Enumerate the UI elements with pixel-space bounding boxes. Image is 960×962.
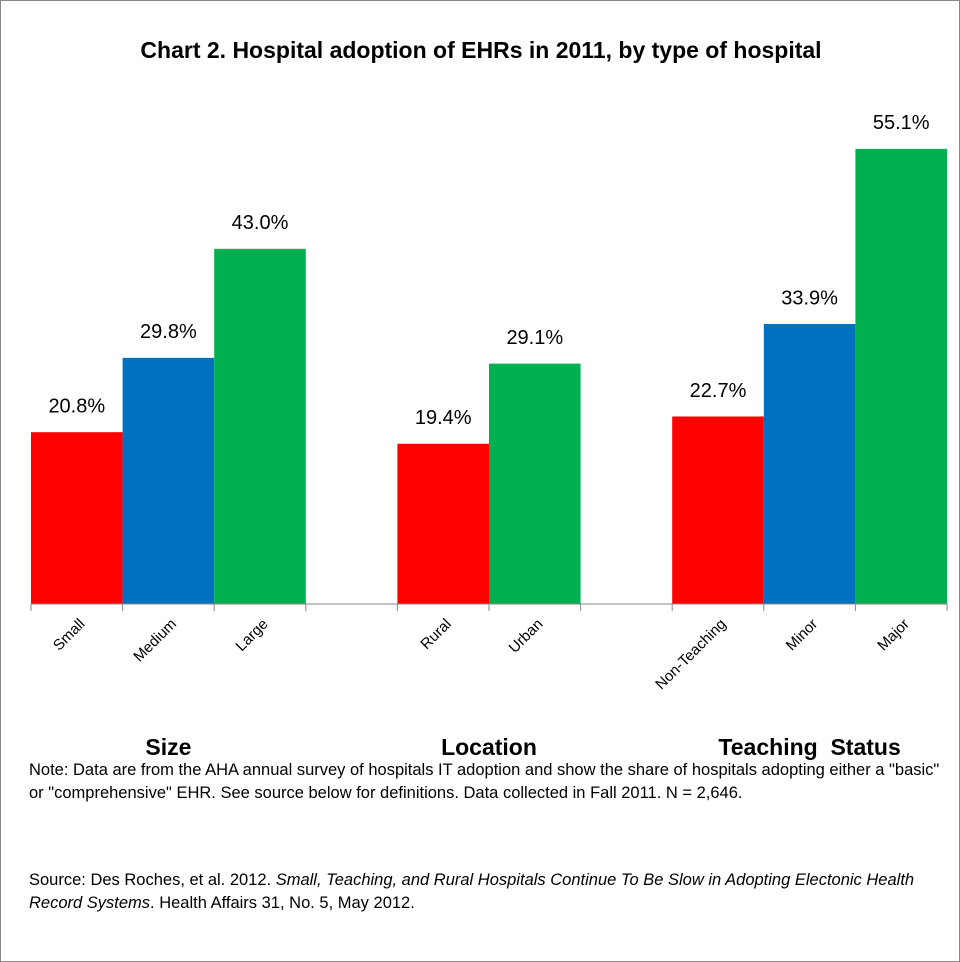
x-tick-label: Medium <box>130 616 180 666</box>
value-label: 29.1% <box>506 327 563 349</box>
bar <box>672 416 764 604</box>
bar <box>855 148 947 604</box>
value-label: 55.1% <box>873 112 930 134</box>
x-tick-label: Rural <box>417 616 454 653</box>
chart-title: Chart 2. Hospital adoption of EHRs in 20… <box>140 37 822 63</box>
value-label: 19.4% <box>415 407 472 429</box>
group-label: Teaching Status <box>718 734 900 760</box>
bar <box>214 248 306 604</box>
bar <box>489 363 581 604</box>
note: Note: Data are from the AHA annual surve… <box>29 761 940 802</box>
x-tick-label: Large <box>232 616 271 655</box>
bar <box>397 443 489 604</box>
source-title: Small, Teaching, and Rural Hospitals Con… <box>29 871 915 912</box>
x-tick-label: Major <box>874 616 913 655</box>
value-label: 20.8% <box>48 395 105 417</box>
value-label: 33.9% <box>781 287 838 309</box>
group-label: Size <box>145 734 191 760</box>
bar <box>122 357 215 604</box>
source-suffix: . Health Affairs 31, No. 5, May 2012. <box>150 894 415 912</box>
bar <box>763 323 856 604</box>
x-tick-label: Urban <box>506 616 547 657</box>
value-label: 43.0% <box>232 212 289 234</box>
source: Source: Des Roches, et al. 2012. Small, … <box>29 869 944 915</box>
x-tick-label: Minor <box>783 616 822 655</box>
value-label: 29.8% <box>140 321 197 343</box>
bar <box>31 432 123 604</box>
x-tick-label: Small <box>50 616 89 655</box>
group-label: Location <box>441 734 537 760</box>
x-tick-label: Non-Teaching <box>652 616 729 693</box>
source-prefix: Source: Des Roches, et al. 2012. <box>29 871 276 889</box>
value-label: 22.7% <box>690 380 747 402</box>
